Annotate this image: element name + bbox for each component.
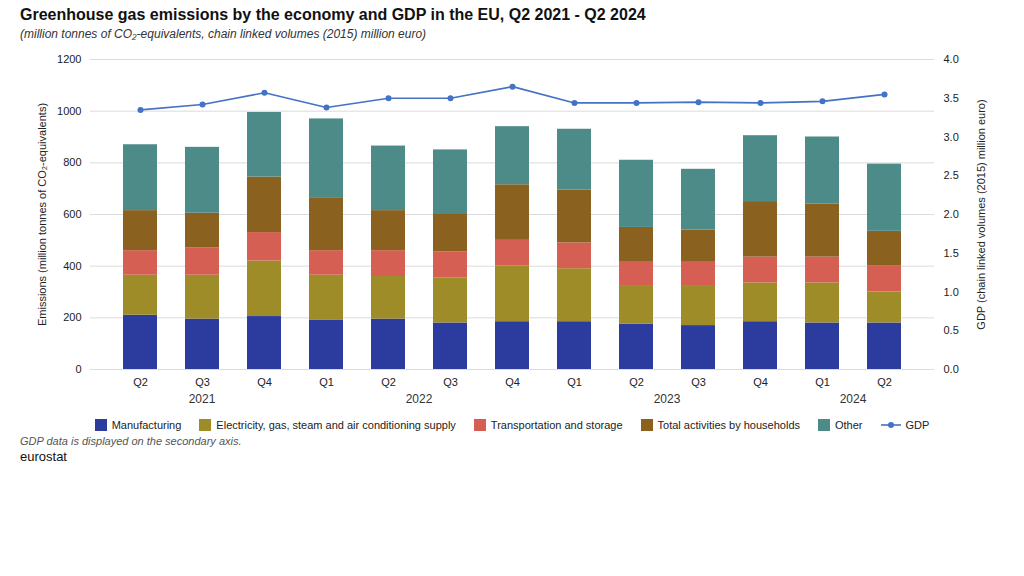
html-text:Manufacturing: Manufacturing [111,419,182,431]
html-text:Total activities by households: Total activities by households [657,419,800,431]
html-text:GDP data is displayed on the s: GDP data is displayed on the secondary a… [20,435,242,447]
html-text:Electricity, gas, steam and ai: Electricity, gas, steam and air conditio… [216,419,456,431]
svg-text:1200: 1200 [57,53,81,65]
svg-text:Q3: Q3 [691,376,706,388]
svg-text:Q1: Q1 [319,376,334,388]
html-text:Greenhouse gas emissions by th: Greenhouse gas emissions by the economy … [20,6,646,23]
svg-text:Q4: Q4 [753,376,768,388]
svg-text:Q2: Q2 [381,376,396,388]
svg-text:Q2: Q2 [133,376,148,388]
svg-text:Q2: Q2 [877,376,892,388]
svg-text:2021: 2021 [189,392,216,406]
svg-text:600: 600 [63,208,81,220]
svg-text:Emissions (million tonnes of C: Emissions (million tonnes of CO₂-equival… [36,103,48,326]
html-text:Transportation and storage: Transportation and storage [490,419,623,431]
svg-text:2024: 2024 [840,392,867,406]
svg-text:Q3: Q3 [443,376,458,388]
svg-text:400: 400 [63,260,81,272]
svg-text:200: 200 [63,311,81,323]
svg-text:1000: 1000 [57,105,81,117]
svg-text:3.0: 3.0 [944,131,959,143]
html-text:eurostat: eurostat [20,449,67,464]
svg-text:Q4: Q4 [257,376,272,388]
svg-text:0: 0 [75,363,81,375]
svg-text:4.0: 4.0 [944,53,959,65]
svg-text:2.0: 2.0 [944,208,959,220]
svg-text:0.0: 0.0 [944,363,959,375]
svg-text:Q1: Q1 [815,376,830,388]
svg-text:2022: 2022 [406,392,433,406]
svg-text:2.5: 2.5 [944,169,959,181]
svg-text:Q1: Q1 [567,376,582,388]
svg-text:1.5: 1.5 [944,247,959,259]
html-text:(million tonnes of CO₂-equival: (million tonnes of CO₂-equivalents, chai… [20,27,427,41]
svg-text:1.0: 1.0 [944,286,959,298]
svg-text:GDP (chain linked volumes (201: GDP (chain linked volumes (2015) million… [975,99,987,329]
svg-text:Q3: Q3 [195,376,210,388]
html-text:GDP: GDP [905,419,930,431]
svg-text:Q4: Q4 [505,376,520,388]
svg-text:2023: 2023 [654,392,681,406]
html-text:Other: Other [835,419,863,431]
svg-text:0.5: 0.5 [944,324,959,336]
svg-text:Q2: Q2 [629,376,644,388]
svg-text:800: 800 [63,156,81,168]
svg-text:3.5: 3.5 [944,92,959,104]
